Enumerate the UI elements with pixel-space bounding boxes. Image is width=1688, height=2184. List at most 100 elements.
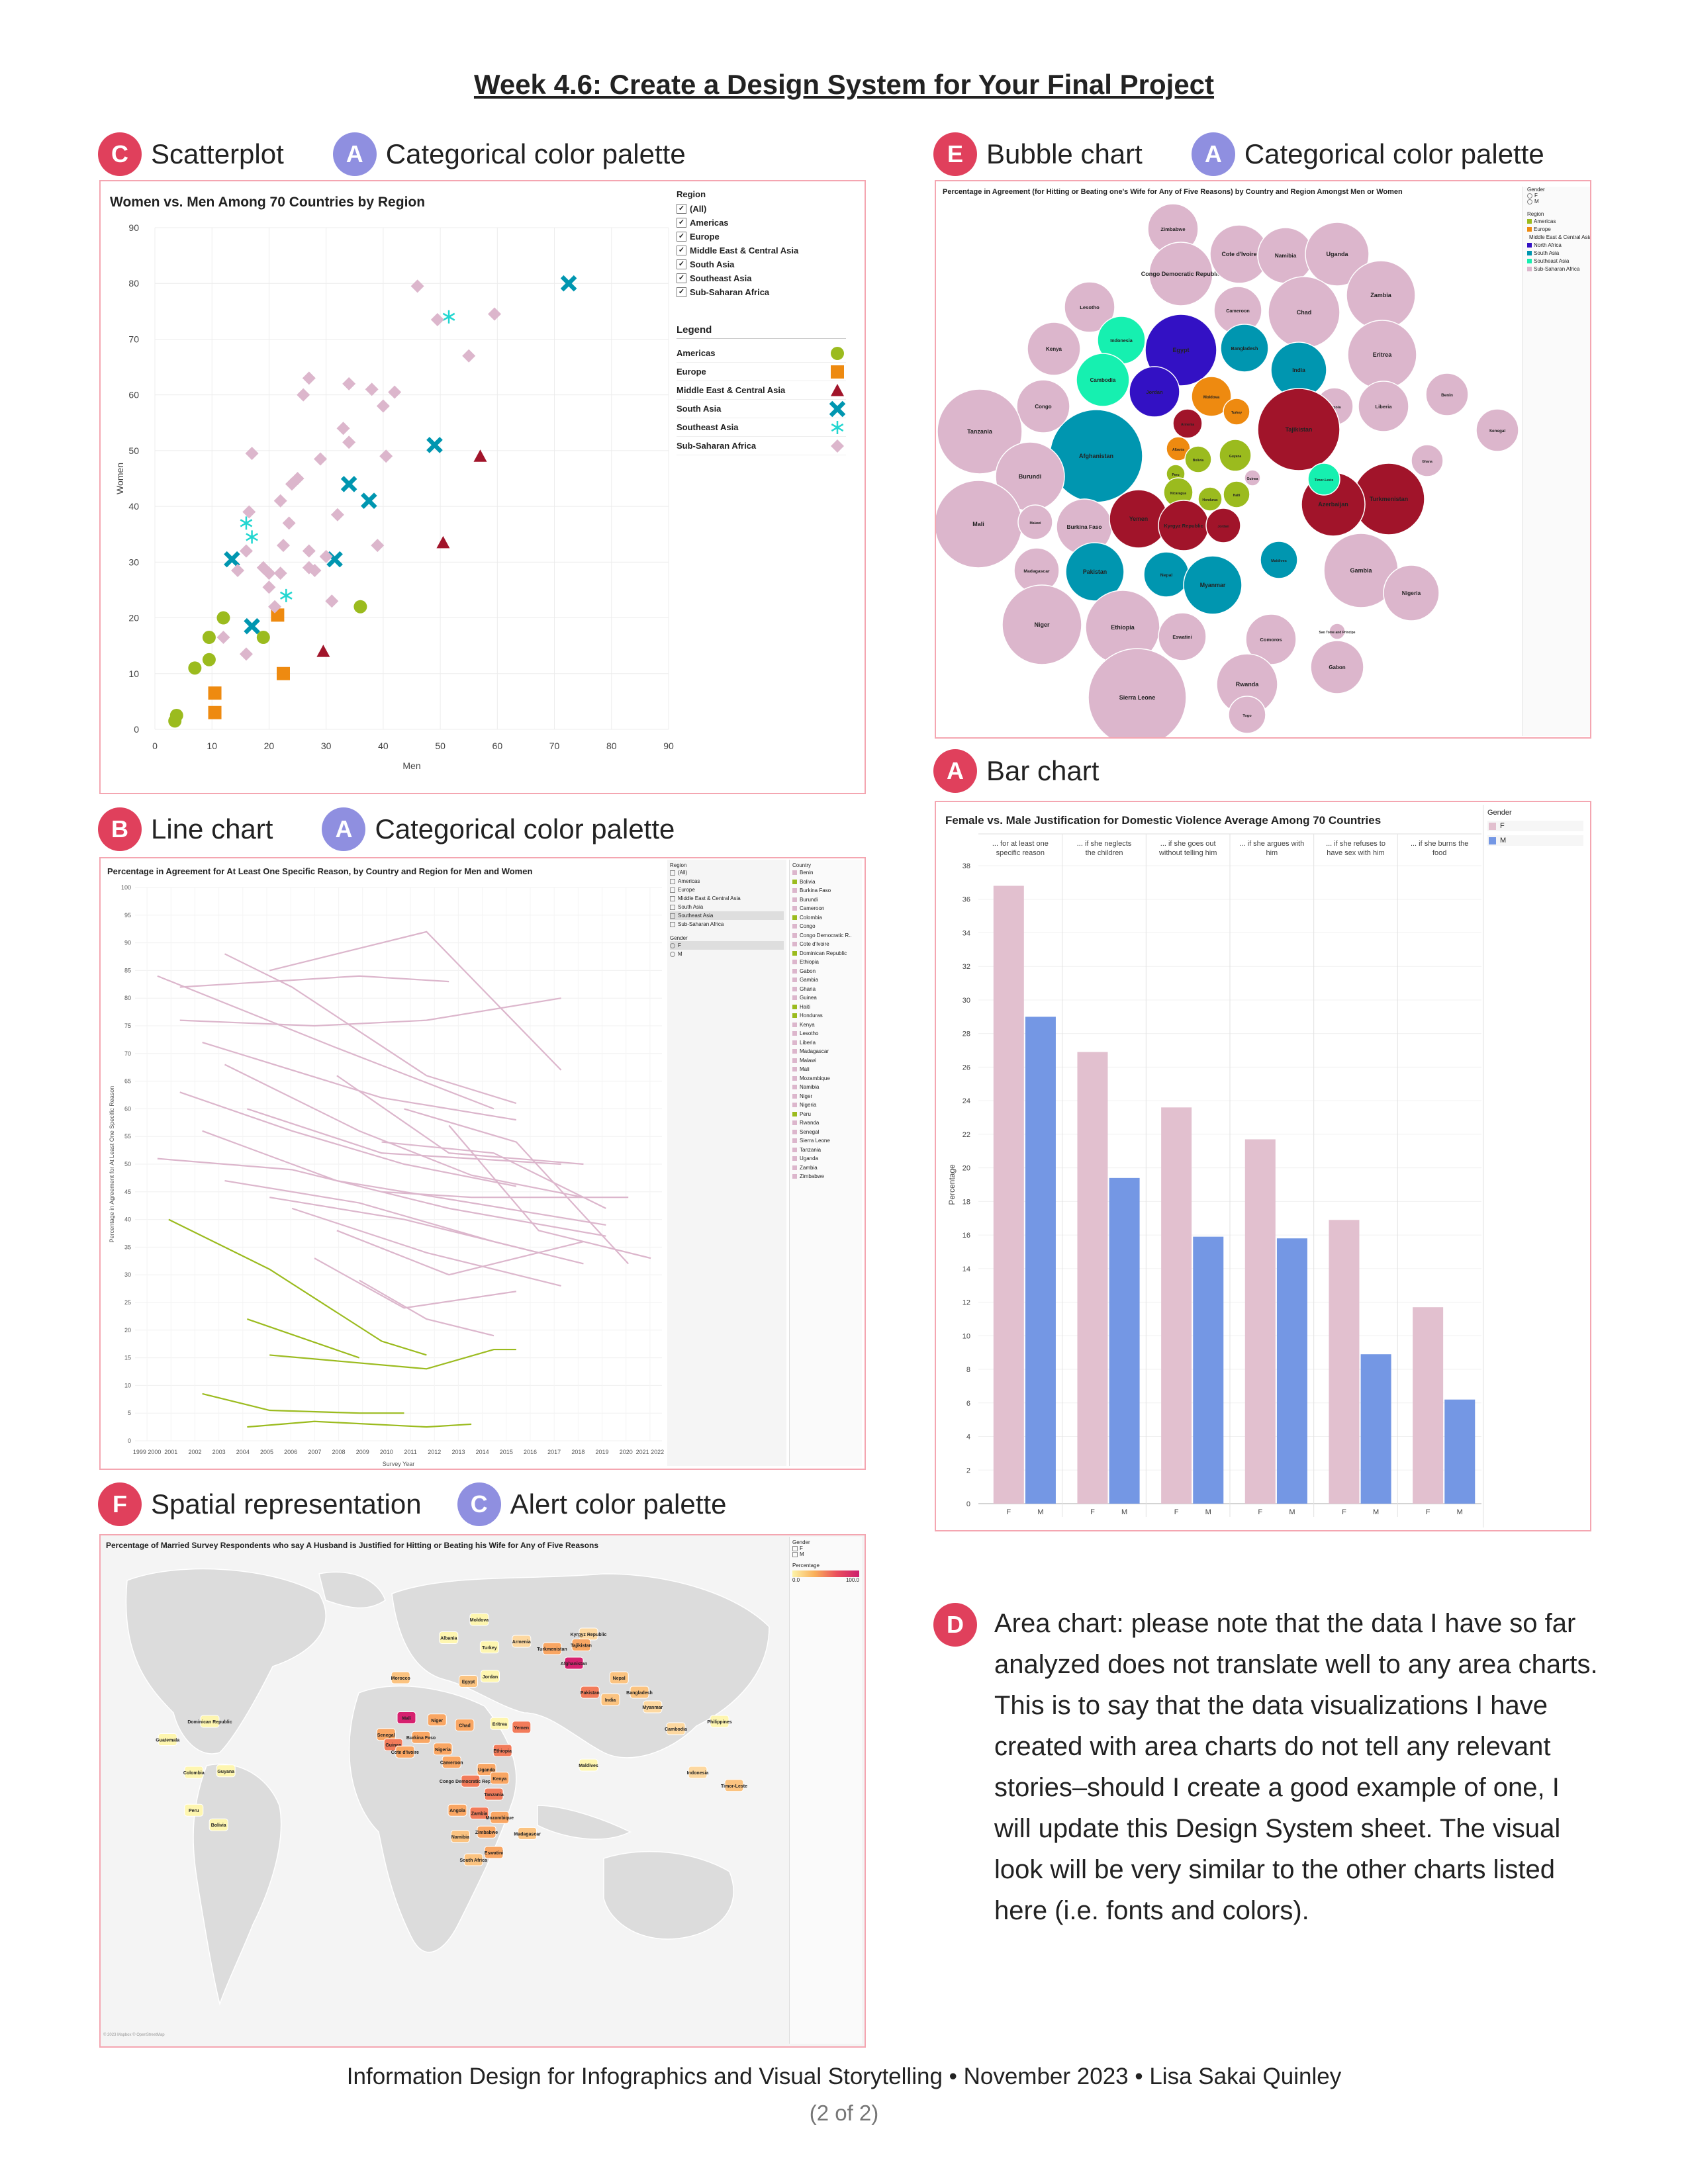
bubble-label: Namibia (1275, 252, 1297, 259)
scatter-filter-item[interactable]: ✓ Southeast Asia (677, 271, 855, 285)
line-country-item: Peru (792, 1110, 859, 1119)
line-region-item[interactable]: Europe (670, 886, 784, 894)
color-swatch (792, 978, 797, 983)
line-country-label: Kenya (800, 1021, 815, 1028)
bar-xtick: F (1342, 1508, 1346, 1516)
scatter-point (273, 567, 287, 580)
scatter-series-south-asia (224, 275, 577, 635)
bubble-gender-item[interactable]: F (1527, 193, 1590, 199)
checkbox-icon (670, 870, 675, 876)
map-country-shape (484, 1846, 504, 1859)
bubble: Bangladesh (1220, 324, 1269, 373)
bubble: Tanzania (937, 388, 1023, 475)
scatter-point (231, 563, 245, 577)
map-country-label: Peru (189, 1809, 199, 1813)
map-country-shape (492, 1744, 512, 1757)
bubble-circle (1149, 242, 1213, 306)
bubble-gender-item[interactable]: M (1527, 199, 1590, 205)
scatter-ytick: 20 (128, 613, 139, 623)
scatter-point (244, 617, 260, 635)
bubble-circle (1191, 376, 1232, 417)
badge-e: E (933, 132, 977, 176)
bar-ytick: 16 (962, 1232, 970, 1240)
bubble-section-header: E Bubble chart A Categorical color palet… (933, 132, 1544, 176)
bubble-label: Jordan (1146, 389, 1163, 395)
bubble-circle (1476, 408, 1519, 452)
map-country: Timor-Leste (721, 1779, 747, 1792)
map-gender-item[interactable]: F (792, 1545, 859, 1551)
color-swatch (792, 1174, 797, 1179)
map-title: Percentage of Married Survey Respondents… (106, 1541, 599, 1550)
color-swatch (792, 1022, 797, 1027)
map-country: Eswatini (484, 1846, 504, 1859)
bubble: Kyrgyz Republic (1158, 500, 1209, 551)
line-region-item[interactable]: Middle East & Central Asia (670, 894, 784, 903)
line-xlabel: Survey Year (383, 1461, 415, 1467)
bar-legend-item[interactable]: M (1487, 835, 1583, 846)
bubble-circle (1088, 648, 1187, 737)
line-country-label: Ghana (800, 985, 816, 992)
scatter-filter-item[interactable]: ✓ Sub-Saharan Africa (677, 285, 855, 299)
scatter-filter-item[interactable]: ✓ Americas (677, 216, 855, 230)
line-series-sub-saharan-africa (224, 953, 517, 1105)
map-country-label: Chad (459, 1724, 471, 1729)
line-country-item: Burundi (792, 895, 859, 905)
scatter-legend-item: Sub-Saharan Africa (677, 437, 846, 455)
bar-legend-item[interactable]: F (1487, 821, 1583, 831)
scatter-point (325, 594, 339, 608)
badge-a-bar: A (933, 749, 977, 793)
map-country-label: Jordan (483, 1675, 498, 1680)
line-country-label: Bolivia (800, 878, 816, 885)
scatter-filter-item[interactable]: ✓ Europe (677, 230, 855, 244)
line-region-item[interactable]: South Asia (670, 903, 784, 911)
line-country-item: Gabon (792, 967, 859, 976)
line-series-sub-saharan-africa (202, 1130, 606, 1226)
bubble: Madagascar (1013, 547, 1060, 594)
bubble-circle (1329, 623, 1346, 640)
bar-xtick: F (1258, 1508, 1262, 1516)
map-country-shape (630, 1686, 649, 1699)
line-ytick: 25 (124, 1299, 131, 1306)
color-swatch (792, 1075, 797, 1081)
scatter-filter-item[interactable]: ✓ South Asia (677, 257, 855, 271)
line-gender-item[interactable]: F (670, 941, 784, 950)
line-region-item[interactable]: Southeast Asia (670, 911, 784, 920)
bar-category-label: have sex with him (1327, 849, 1384, 857)
bubble-region-label: Americas (1534, 218, 1556, 224)
line-xtick: 2019 (596, 1449, 609, 1455)
bubble: Sao Tome and Principe (1319, 623, 1356, 640)
bar-ytick: 28 (962, 1030, 970, 1038)
scatter-point (831, 383, 844, 396)
color-swatch (792, 1040, 797, 1045)
map-country: Nigeria (433, 1743, 453, 1756)
map-gender-item[interactable]: M (792, 1551, 859, 1557)
scatter-series-europe (208, 608, 290, 719)
bubble-circle (1219, 439, 1252, 472)
map-country-shape (609, 1671, 629, 1684)
line-country-label: Honduras (800, 1013, 823, 1019)
map-country-label: Maldives (579, 1764, 598, 1768)
line-region-label: (All) (678, 870, 688, 876)
line-gender-item[interactable]: M (670, 950, 784, 958)
bar-category-label: ... for at least one (992, 840, 1049, 848)
map-country: Turkmenistan (537, 1642, 567, 1655)
line-country-item: Congo Democratic R.. (792, 931, 859, 940)
line-region-item[interactable]: Sub-Saharan Africa (670, 920, 784, 929)
scatter-filter-item[interactable]: ✓ Middle East & Central Asia (677, 244, 855, 257)
line-ytick: 60 (124, 1105, 131, 1112)
checkbox-icon: ✓ (677, 232, 686, 242)
line-country-label: Liberia (800, 1039, 816, 1046)
color-swatch (792, 1129, 797, 1134)
map-country: Chad (455, 1719, 475, 1731)
color-swatch (792, 924, 797, 929)
map-country-shape (643, 1700, 663, 1713)
line-region-item[interactable]: Americas (670, 877, 784, 886)
map-country: Armenia (512, 1635, 532, 1648)
scatter-point (216, 611, 230, 625)
line-region-label: South Asia (678, 904, 704, 910)
line-xtick: 2003 (212, 1449, 226, 1455)
bubble-region-item: Middle East & Central Asia (1527, 233, 1590, 241)
line-country-label: Ethiopia (800, 959, 819, 966)
line-region-item[interactable]: (All) (670, 868, 784, 877)
scatter-filter-item[interactable]: ✓ (All) (677, 202, 855, 216)
